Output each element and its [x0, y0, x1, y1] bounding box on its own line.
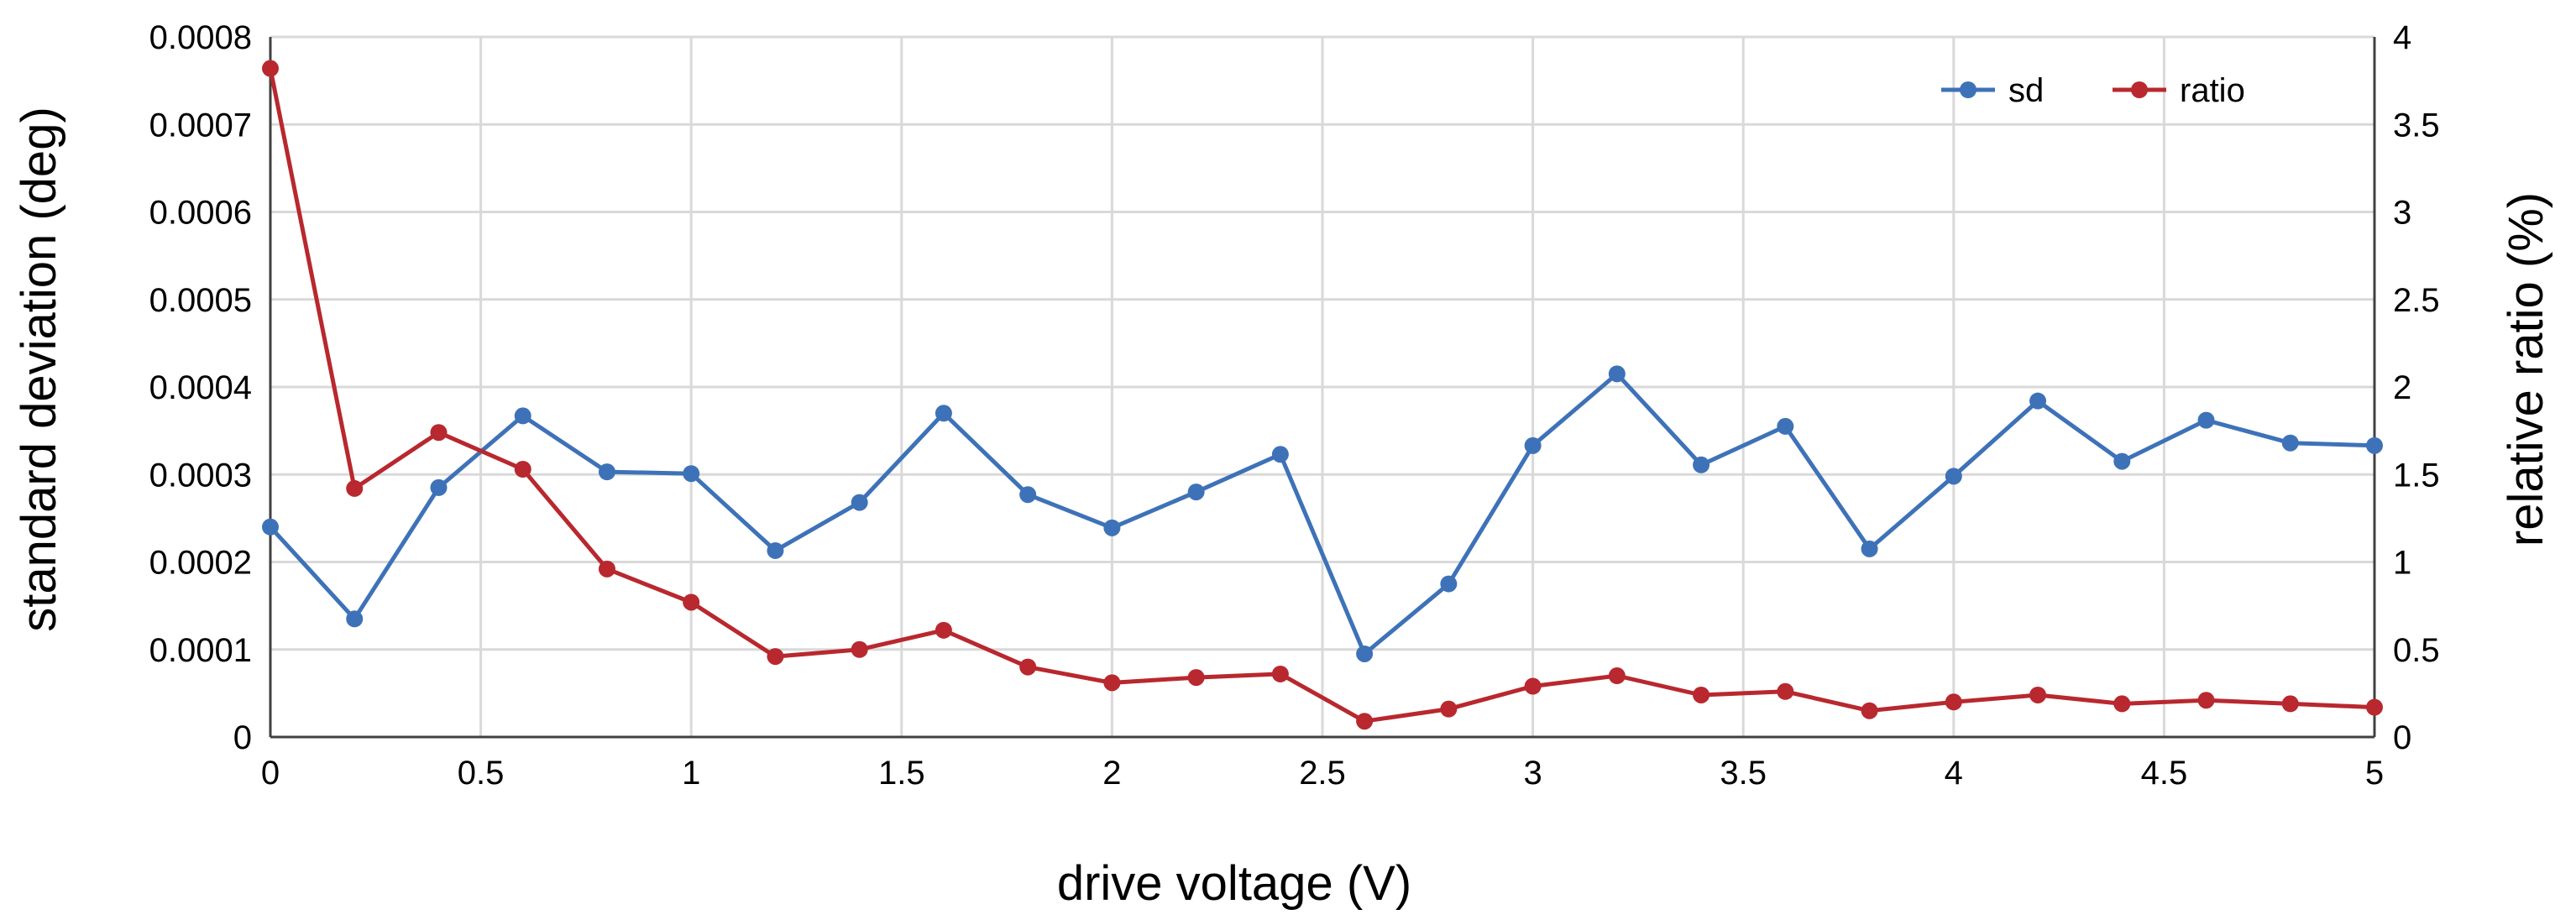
data-point-ratio	[1693, 686, 1710, 703]
data-point-ratio	[598, 560, 615, 578]
x-axis-title: drive voltage (V)	[1057, 856, 1411, 911]
x-tick-label: 1.5	[878, 755, 925, 792]
data-point-ratio	[1777, 682, 1794, 700]
legend-sd-label: sd	[2008, 72, 2044, 109]
legend-ratio-marker	[2131, 81, 2148, 98]
data-point-ratio	[2113, 695, 2131, 713]
data-point-ratio	[514, 460, 531, 478]
data-point-sd	[1271, 446, 1289, 463]
y-right-tick-label: 1	[2393, 545, 2411, 582]
y-left-tick-label: 0	[233, 719, 252, 756]
data-point-sd	[767, 541, 784, 559]
data-point-ratio	[1861, 702, 1878, 719]
y-right-tick-label: 4	[2393, 19, 2411, 56]
y-right-tick-label: 2	[2393, 369, 2411, 406]
data-point-ratio	[1271, 665, 1289, 682]
data-point-sd	[1524, 436, 1542, 454]
data-point-sd	[514, 407, 531, 425]
y-right-tick-label: 1.5	[2393, 457, 2440, 494]
data-point-sd	[1777, 417, 1794, 435]
x-tick-label: 4.5	[2141, 755, 2188, 792]
data-point-ratio	[851, 640, 868, 658]
data-point-sd	[1103, 519, 1121, 536]
x-tick-label: 3	[1523, 755, 1542, 792]
y-right-tick-label: 0.5	[2393, 632, 2440, 669]
legend-ratio-label: ratio	[2180, 72, 2245, 109]
x-tick-label: 1	[682, 755, 700, 792]
data-point-ratio	[1945, 693, 1962, 711]
data-point-ratio	[1524, 677, 1542, 695]
data-point-sd	[1693, 456, 1710, 473]
data-point-sd	[1945, 468, 1962, 485]
data-point-sd	[1608, 365, 1626, 383]
series	[262, 60, 2383, 730]
y-right-tick-label: 0	[2393, 719, 2411, 756]
x-tick-label: 0.5	[458, 755, 505, 792]
y-left-tick-label: 0.0008	[149, 19, 252, 56]
data-point-ratio	[1103, 674, 1121, 692]
y-left-tick-label: 0.0003	[149, 457, 252, 494]
data-point-sd	[1356, 645, 1374, 662]
y-left-axis-title: standard deviation (deg)	[12, 107, 66, 632]
data-point-sd	[346, 610, 364, 628]
y-left-tick-label: 0.0002	[149, 545, 252, 582]
data-point-ratio	[2366, 698, 2383, 716]
y-right-tick-label: 3.5	[2393, 107, 2440, 144]
data-point-ratio	[935, 621, 952, 639]
data-point-ratio	[2029, 686, 2047, 703]
data-point-ratio	[1440, 700, 1458, 718]
y-right-tick-label: 3	[2393, 195, 2411, 232]
x-tick-label: 2	[1102, 755, 1121, 792]
data-point-sd	[2197, 411, 2215, 429]
y-left-tick-label: 0.0006	[149, 195, 252, 232]
y-right-axis-title: relative ratio (%)	[2499, 192, 2553, 546]
data-point-ratio	[262, 60, 279, 77]
data-point-sd	[2029, 392, 2047, 410]
data-point-ratio	[2281, 695, 2299, 713]
data-point-sd	[598, 463, 615, 481]
series-line-sd	[269, 371, 2375, 656]
data-point-sd	[1019, 486, 1037, 504]
data-point-sd	[683, 465, 700, 483]
data-point-sd	[1440, 575, 1458, 593]
data-point-ratio	[767, 648, 784, 666]
data-point-ratio	[430, 424, 448, 442]
x-tick-label: 2.5	[1299, 755, 1346, 792]
grid	[270, 35, 2374, 737]
data-point-ratio	[346, 479, 364, 497]
data-point-sd	[262, 518, 279, 536]
axes	[269, 37, 2376, 739]
x-tick-label: 0	[261, 755, 280, 792]
data-point-sd	[430, 478, 448, 496]
x-tick-label: 3.5	[1720, 755, 1767, 792]
data-point-sd	[1187, 484, 1205, 501]
series-line-ratio	[268, 68, 2375, 724]
y-left-tick-label: 0.0007	[149, 107, 252, 144]
y-left-tick-label: 0.0005	[149, 282, 252, 319]
data-point-sd	[935, 405, 952, 422]
y-right-tick-label: 2.5	[2393, 282, 2440, 319]
x-tick-label: 4	[1945, 755, 1963, 792]
data-point-sd	[2113, 452, 2131, 470]
legend-sd-marker	[1960, 81, 1977, 98]
data-point-sd	[2281, 434, 2299, 452]
y-left-tick-label: 0.0001	[149, 632, 252, 669]
data-point-ratio	[683, 593, 700, 611]
data-point-sd	[2366, 436, 2383, 454]
x-tick-label: 5	[2365, 755, 2384, 792]
data-point-ratio	[1019, 658, 1037, 676]
y-left-tick-label: 0.0004	[149, 369, 252, 406]
data-point-ratio	[2197, 692, 2215, 709]
tick-labels: 0 0.5 1 1.5 2 2.5 3 3.5 4 4.5 500.00010.00020.0003…	[149, 19, 2440, 792]
data-point-ratio	[1187, 669, 1205, 687]
data-point-sd	[1861, 540, 1878, 557]
data-point-ratio	[1356, 713, 1374, 730]
data-point-ratio	[1608, 667, 1626, 685]
legend: sd ratio	[1941, 72, 2245, 109]
data-point-sd	[851, 494, 868, 511]
